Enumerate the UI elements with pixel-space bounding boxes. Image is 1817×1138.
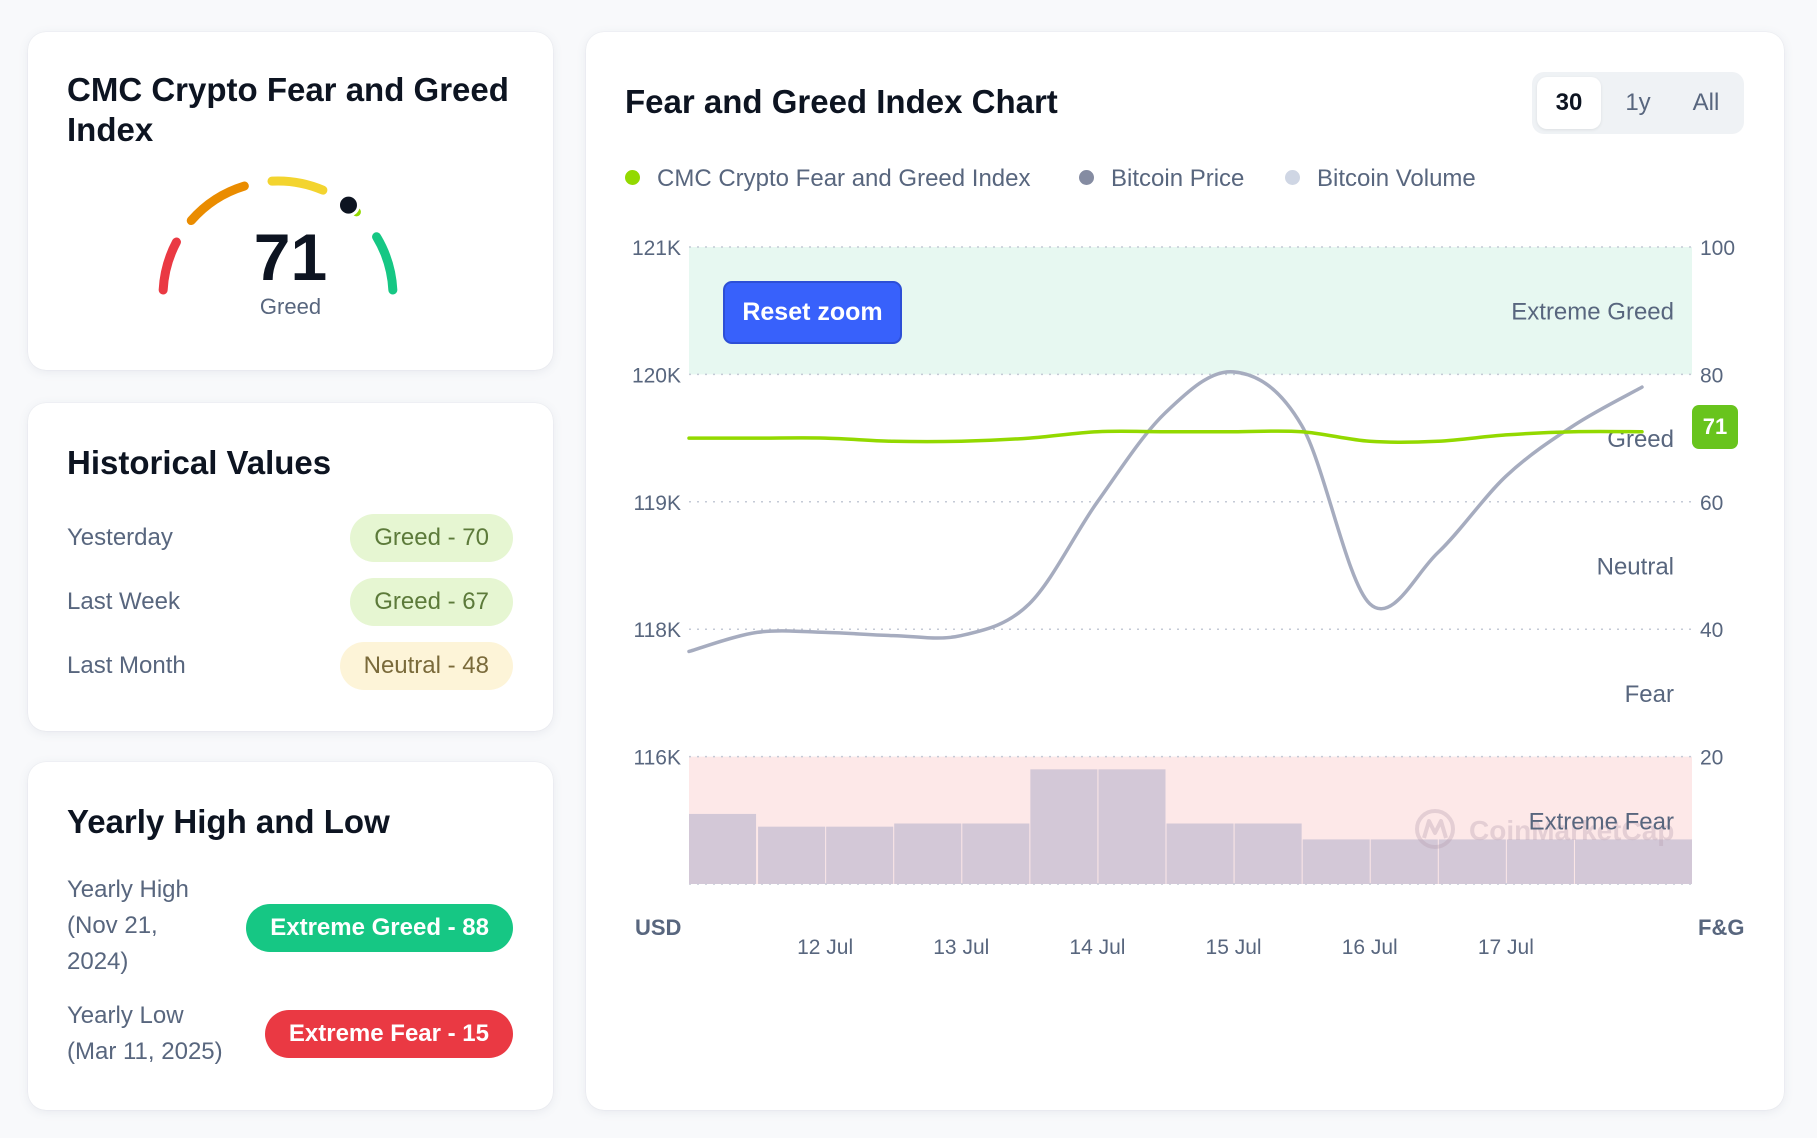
gauge-segment-extreme-fear	[158, 237, 181, 295]
volume-bar[interactable]	[1370, 839, 1438, 884]
historical-value-last-month: Neutral - 48	[339, 642, 513, 690]
legend-item-fear-greed[interactable]: CMC Crypto Fear and Greed Index	[625, 162, 1031, 196]
yearly-high-year-line: 2024)	[67, 948, 129, 975]
legend-dot-icon	[1079, 170, 1094, 186]
volume-bar[interactable]	[689, 813, 757, 884]
coinmarketcap-logo-icon	[1415, 809, 1455, 849]
current-value-badge: 71	[1692, 405, 1738, 449]
yearly-low-date-line: (Mar 11, 2025)	[67, 1038, 223, 1065]
range-selector: 30 1y All	[1532, 72, 1744, 134]
chart-card: Fear and Greed Index Chart 30 1y All CMC…	[586, 32, 1784, 1110]
historical-value-last-week: Greed - 67	[350, 578, 513, 626]
volume-bar[interactable]	[1234, 823, 1302, 884]
left-axis-tick-label: 119K	[634, 492, 682, 515]
gauge-sentiment-label: Greed	[259, 294, 322, 319]
gauge-segment-neutral	[267, 176, 328, 195]
x-axis-tick-label: 13 Jul	[933, 936, 989, 959]
legend-label: Bitcoin Price	[1111, 165, 1245, 192]
fear-greed-line[interactable]	[687, 429, 1644, 445]
volume-bar[interactable]	[1166, 823, 1234, 884]
volume-bar[interactable]	[758, 826, 826, 884]
zone-label: Extreme Greed	[1511, 299, 1674, 326]
historical-title: Historical Values	[67, 444, 332, 481]
fear-greed-chart[interactable]: CoinMarketCap Extreme GreedGreedNeutralF…	[586, 32, 1784, 972]
coinmarketcap-watermark: CoinMarketCap	[1415, 809, 1674, 849]
yearly-high-label: Yearly High (Nov 21, 2024)	[67, 872, 189, 980]
reset-zoom-button[interactable]: Reset zoom	[723, 281, 902, 344]
watermark-text: CoinMarketCap	[1469, 815, 1674, 846]
legend-item-bitcoin-volume[interactable]: Bitcoin Volume	[1285, 162, 1476, 196]
volume-bar[interactable]	[962, 823, 1030, 884]
zone-label: Neutral	[1597, 554, 1674, 581]
right-axis-tick-label: 80	[1700, 364, 1723, 387]
volume-bar[interactable]	[1098, 769, 1166, 884]
volume-bar[interactable]	[1506, 839, 1574, 884]
gauge-needle-dot	[336, 193, 360, 217]
volume-bar[interactable]	[1030, 769, 1098, 884]
zone-label: Fear	[1625, 681, 1674, 708]
right-axis-tick-label: 100	[1700, 237, 1735, 260]
zone-label: Extreme Fear	[1529, 808, 1674, 835]
x-axis-tick-label: 17 Jul	[1478, 936, 1534, 959]
volume-bar[interactable]	[1641, 839, 1692, 884]
gauge-value: 71	[253, 220, 328, 294]
legend-label: CMC Crypto Fear and Greed Index	[657, 165, 1031, 192]
yearly-high-date-line: (Nov 21,	[67, 912, 158, 939]
legend-dot-icon	[1285, 170, 1300, 186]
historical-value-yesterday: Greed - 70	[350, 514, 513, 562]
range-tab-1y[interactable]: 1y	[1625, 89, 1651, 116]
yearly-high-value: Extreme Greed - 88	[246, 904, 513, 952]
volume-bar[interactable]	[1302, 839, 1370, 884]
historical-values-card: Historical Values Yesterday Greed - 70 L…	[28, 403, 553, 731]
gauge-card: CMC Crypto Fear and Greed Index 71 Greed	[28, 32, 553, 370]
left-axis-tick-label: 121K	[632, 237, 681, 260]
legend-item-bitcoin-price[interactable]: Bitcoin Price	[1079, 162, 1244, 196]
right-axis-tick-label: 60	[1700, 492, 1723, 515]
x-axis-tick-label: 16 Jul	[1342, 936, 1398, 959]
yearly-low-label: Yearly Low (Mar 11, 2025)	[67, 998, 223, 1070]
historical-label-last-week: Last Week	[67, 588, 180, 615]
legend-dot-icon	[625, 170, 640, 186]
right-axis-tick-label: 40	[1700, 619, 1723, 642]
right-axis-unit: F&G	[1698, 915, 1744, 940]
gauge-segment-extreme-greed	[372, 232, 398, 295]
range-tab-30d[interactable]: 30	[1537, 77, 1601, 129]
volume-bar[interactable]	[894, 823, 962, 884]
volume-bar[interactable]	[826, 826, 894, 884]
volume-bar[interactable]	[1438, 839, 1506, 884]
historical-label-yesterday: Yesterday	[67, 524, 173, 551]
x-axis-tick-label: 15 Jul	[1206, 936, 1262, 959]
left-axis-tick-label: 120K	[632, 364, 681, 387]
yearly-title: Yearly High and Low	[67, 803, 390, 840]
chart-title: Fear and Greed Index Chart	[625, 83, 1058, 120]
left-axis-unit: USD	[635, 915, 681, 940]
yearly-high-low-card: Yearly High and Low Yearly High (Nov 21,…	[28, 762, 553, 1110]
bitcoin-price-line[interactable]	[687, 370, 1644, 654]
left-axis-tick-label: 116K	[634, 747, 682, 770]
yearly-low-value: Extreme Fear - 15	[264, 1010, 513, 1058]
range-tab-all[interactable]: All	[1692, 89, 1720, 116]
legend-label: Bitcoin Volume	[1317, 165, 1476, 192]
right-axis-tick-label: 20	[1700, 747, 1723, 770]
yearly-low-label-line: Yearly Low	[67, 1002, 184, 1029]
x-axis-tick-label: 14 Jul	[1069, 936, 1125, 959]
x-axis-tick-label: 12 Jul	[797, 936, 853, 959]
left-axis-tick-label: 118K	[634, 619, 682, 642]
volume-bar[interactable]	[1574, 839, 1642, 884]
gauge-dial	[158, 176, 398, 295]
gauge-title: CMC Crypto Fear and Greed Index	[67, 71, 509, 148]
historical-label-last-month: Last Month	[67, 652, 186, 679]
yearly-high-label-line: Yearly High	[67, 876, 189, 903]
gauge-segment-fear	[186, 181, 249, 226]
